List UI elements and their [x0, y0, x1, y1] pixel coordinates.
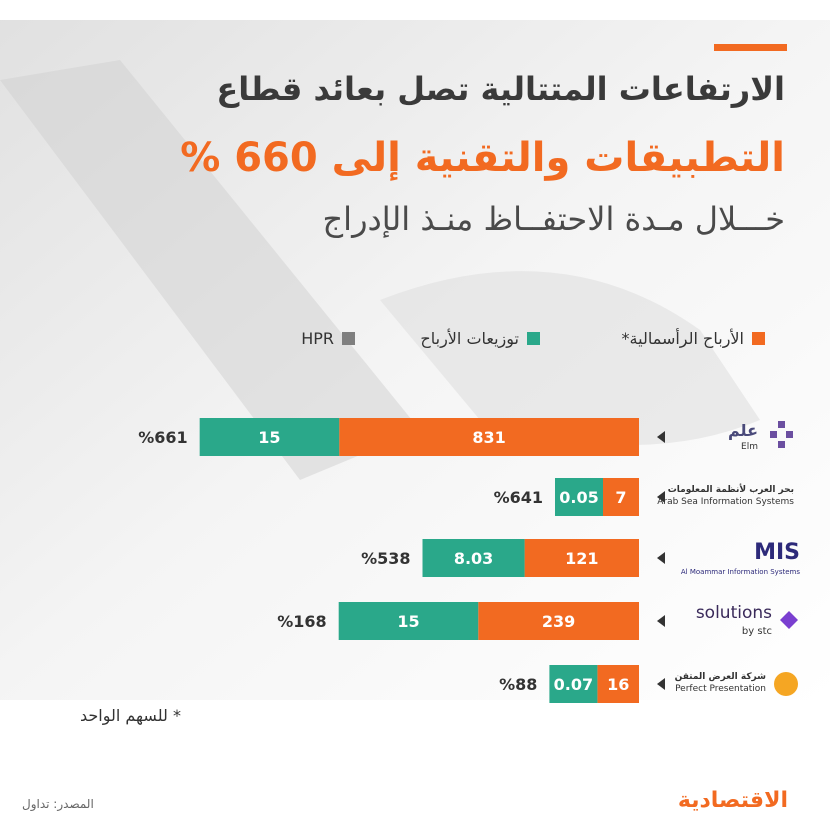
- hpr-label: %641: [494, 488, 543, 507]
- bar-label-dividends: 0.07: [554, 675, 593, 694]
- title-line-2: التطبيقات والتقنية إلى 660 %: [180, 135, 785, 181]
- logo-solutions: solutions by stc: [660, 597, 800, 643]
- logo-label: solutions by stc: [695, 603, 772, 637]
- elm-icon: [770, 421, 793, 448]
- legend-hpr: HPR: [301, 326, 355, 350]
- bar-label-capital-gains: 121: [565, 549, 598, 568]
- hpr-label: %88: [499, 675, 537, 694]
- legend-swatch-green: [527, 331, 540, 345]
- bar-label-capital-gains: 16: [607, 675, 629, 694]
- legend-capital-gains: الأرباح الرأسمالية*: [622, 326, 765, 350]
- bar-capital-gains: [603, 478, 639, 516]
- bar-label-dividends: 8.03: [454, 549, 493, 568]
- legend-dividends: توزيعات الأرباح: [420, 326, 540, 350]
- legend-label: HPR: [301, 328, 334, 348]
- bar-label-dividends: 15: [258, 428, 280, 447]
- bar-label-dividends: 15: [397, 612, 419, 631]
- pointer-arrow: [657, 431, 665, 443]
- legend-label: الأرباح الرأسمالية*: [621, 328, 744, 348]
- title-line-3: خـــلال مـدة الاحتفــاظ منـذ الإدراج: [322, 200, 785, 238]
- bar-label-capital-gains: 831: [472, 428, 505, 447]
- legend-swatch-orange: [752, 331, 765, 345]
- hpr-label: %538: [361, 549, 410, 568]
- pointer-arrow: [657, 491, 665, 503]
- logo-perfect-presentation: شركة العرض المتقن Perfect Presentation: [660, 661, 800, 707]
- footnote: * للسهم الواحد: [80, 706, 181, 725]
- bar-dividends: [549, 665, 598, 703]
- pp-icon: [774, 672, 798, 696]
- logo-elm: علم Elm: [660, 414, 800, 460]
- bar-label-capital-gains: 239: [542, 612, 575, 631]
- title-accent-bar: [714, 44, 787, 51]
- bar-capital-gains: [597, 665, 639, 703]
- bar-label-capital-gains: 7: [615, 488, 626, 507]
- legend-swatch-gray: [342, 331, 355, 345]
- bar-capital-gains: [339, 418, 639, 456]
- logo-label: MIS Al Moammar Information Systems: [680, 540, 800, 576]
- bar-dividends: [555, 478, 603, 516]
- hpr-label: %661: [138, 428, 187, 447]
- legend-label: توزيعات الأرباح: [420, 328, 519, 348]
- bar-capital-gains: [478, 602, 639, 640]
- pointer-arrow: [657, 552, 665, 564]
- logo-label: بحر العرب لأنظمة المعلومات Arab Sea Info…: [657, 485, 794, 507]
- title-line-1: الارتفاعات المتتالية تصل بعائد قطاع: [216, 70, 785, 108]
- bar-capital-gains: [524, 539, 639, 577]
- brand-logo: الاقتصادية: [677, 788, 788, 813]
- logo-mis: MIS Al Moammar Information Systems: [660, 535, 800, 581]
- logo-label: علم Elm: [727, 420, 758, 452]
- bar-dividends: [338, 602, 479, 640]
- source-note: المصدر: تداول: [22, 797, 94, 811]
- hpr-label: %168: [277, 612, 326, 631]
- pointer-arrow: [657, 678, 665, 690]
- logo-arab-sea: بحر العرب لأنظمة المعلومات Arab Sea Info…: [657, 474, 800, 520]
- logo-label: شركة العرض المتقن Perfect Presentation: [674, 672, 766, 694]
- bar-label-dividends: 0.05: [559, 488, 598, 507]
- pointer-arrow: [657, 615, 665, 627]
- bar-dividends: [199, 418, 340, 456]
- bar-dividends: [422, 539, 525, 577]
- diamond-icon: [780, 611, 798, 629]
